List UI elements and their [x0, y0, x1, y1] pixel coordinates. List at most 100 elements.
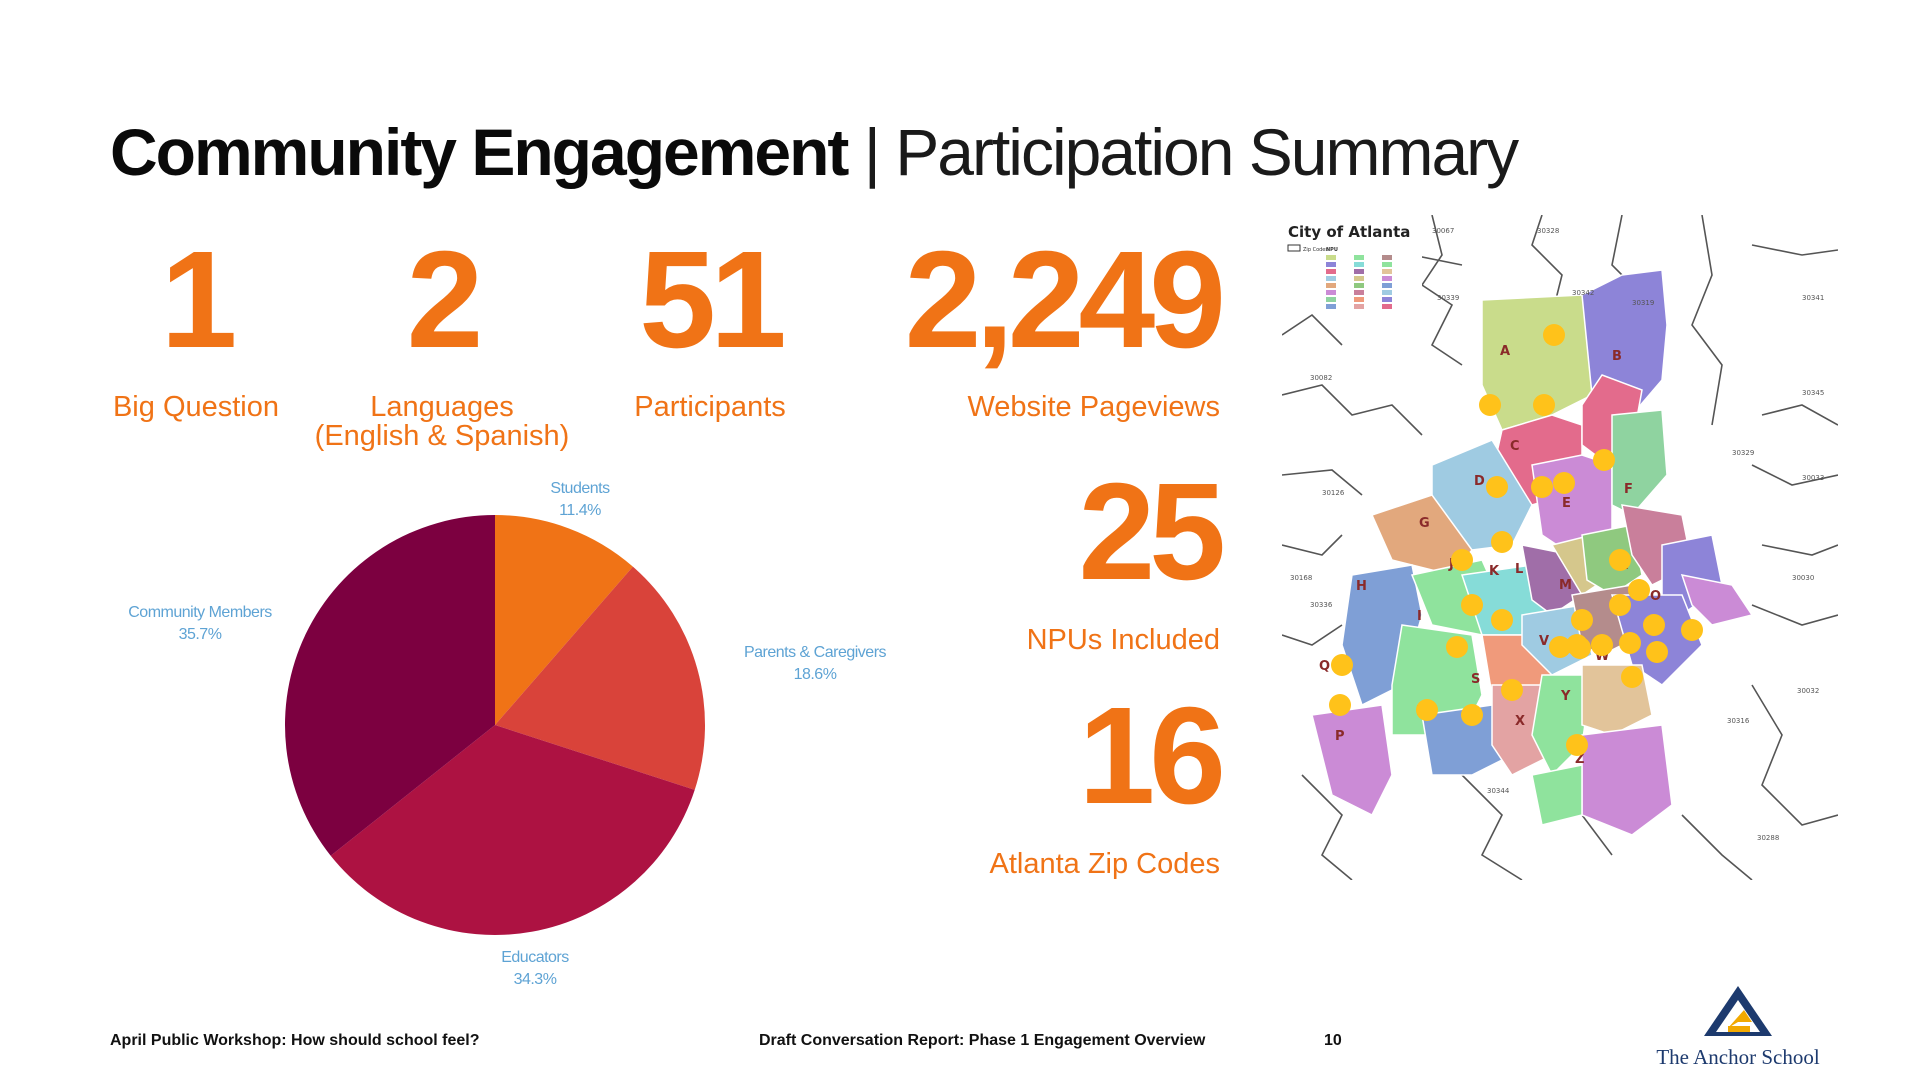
legend-swatch — [1354, 276, 1364, 281]
zip-label: 30319 — [1632, 299, 1654, 307]
zip-label: 30344 — [1487, 787, 1510, 795]
npu-letter-e: E — [1562, 496, 1571, 511]
npu-letter-h: H — [1356, 579, 1367, 594]
legend-swatch — [1326, 297, 1336, 302]
engagement-marker — [1491, 531, 1513, 553]
npu-letter-k: K — [1489, 564, 1500, 579]
participant-pie-chart — [284, 515, 705, 935]
engagement-marker — [1479, 394, 1501, 416]
zip-label: 30341 — [1802, 294, 1824, 302]
npu-letter-v: V — [1539, 634, 1549, 649]
engagement-marker — [1566, 634, 1588, 656]
anchor-school-logo: The Anchor School — [1648, 982, 1828, 1072]
stat-label-languages: Languages — [370, 391, 514, 423]
engagement-marker — [1446, 636, 1468, 658]
logo-gold-bar — [1728, 1026, 1750, 1032]
stat-label-pageviews: Website Pageviews — [967, 391, 1220, 423]
legend-swatch — [1326, 276, 1336, 281]
pie-slice-students — [495, 515, 633, 725]
legend-swatch — [1354, 304, 1364, 309]
engagement-marker — [1549, 636, 1571, 658]
engagement-marker — [1566, 734, 1588, 756]
legend-swatch — [1326, 283, 1336, 288]
pie-slice-community-members — [284, 515, 495, 856]
atlanta-npu-map: A B C D E F G H I J K L M N O P Q R S T … — [1282, 215, 1838, 880]
title-bold: Community Engagement — [110, 115, 849, 189]
pie-label-educators: Educators 34.3% — [455, 947, 615, 991]
stat-label-big-question: Big Question — [112, 391, 280, 423]
legend-swatch — [1382, 297, 1392, 302]
map-svg: A B C D E F G H I J K L M N O P Q R S T … — [1282, 215, 1838, 880]
engagement-marker — [1533, 394, 1555, 416]
engagement-marker — [1491, 609, 1513, 631]
npu-letter-d: D — [1474, 474, 1485, 489]
engagement-marker — [1531, 476, 1553, 498]
stat-value-npus: 25 — [1078, 455, 1227, 609]
pie-label-community: Community Members 35.7% — [100, 602, 300, 646]
npu-letter-q: Q — [1319, 659, 1330, 674]
legend-swatch — [1354, 283, 1364, 288]
engagement-marker — [1591, 634, 1613, 656]
engagement-marker — [1461, 704, 1483, 726]
legend-swatch — [1382, 304, 1392, 309]
stat-value-languages: 2 — [406, 223, 484, 377]
legend-swatch — [1326, 304, 1336, 309]
engagement-marker — [1681, 619, 1703, 641]
legend-swatch — [1326, 290, 1336, 295]
npu-letter-s: S — [1471, 672, 1480, 687]
legend-swatch — [1354, 290, 1364, 295]
legend-npu-label: NPU — [1326, 247, 1338, 253]
npu-letter-x: X — [1515, 714, 1525, 729]
legend-swatch — [1354, 262, 1364, 267]
logo-wordmark: The Anchor School — [1656, 1045, 1820, 1069]
zip-label: 30126 — [1322, 489, 1345, 497]
pie-label-students-name: Students — [550, 480, 610, 497]
logo-triangle-inner — [1716, 1000, 1760, 1032]
map-legend-bg — [1282, 215, 1422, 307]
anchor-logo-mark — [1704, 986, 1772, 1036]
zip-label: 30342 — [1572, 289, 1594, 297]
legend-swatch — [1382, 283, 1392, 288]
footer-report-title: Draft Conversation Report: Phase 1 Engag… — [759, 1032, 1206, 1049]
legend-swatch — [1382, 255, 1392, 260]
legend-swatch — [1382, 269, 1392, 274]
zip-label: 30033 — [1802, 474, 1824, 482]
stat-label-participants: Participants — [634, 391, 786, 423]
legend-swatch — [1382, 262, 1392, 267]
legend-swatch — [1382, 290, 1392, 295]
legend-swatch — [1326, 269, 1336, 274]
pie-label-parents-value: 18.6% — [793, 666, 837, 683]
pie-label-educators-name: Educators — [501, 949, 569, 966]
engagement-marker — [1416, 699, 1438, 721]
engagement-marker — [1571, 609, 1593, 631]
npu-letter-a: A — [1500, 344, 1510, 359]
zip-label: 30030 — [1792, 574, 1814, 582]
zip-label: 30168 — [1290, 574, 1312, 582]
pie-label-students: Students 11.4% — [500, 478, 660, 522]
pie-label-parents-name: Parents & Caregivers — [743, 644, 887, 661]
npu-letter-z: Z — [1575, 752, 1584, 767]
legend-zip-label: Zip Codes — [1303, 247, 1328, 253]
stat-value-pageviews: 2,249 — [904, 223, 1226, 377]
npu-letter-p: P — [1335, 729, 1345, 744]
legend-swatch — [1354, 297, 1364, 302]
engagement-marker — [1646, 641, 1668, 663]
zip-label: 30329 — [1732, 449, 1754, 457]
zip-label: 30336 — [1310, 601, 1333, 609]
pie-label-students-value: 11.4% — [559, 502, 601, 519]
legend-swatches — [1326, 255, 1392, 309]
npu-letter-o: O — [1650, 589, 1661, 604]
page-title: Community Engagement | Participation Sum… — [110, 112, 1519, 192]
title-light: | Participation Summary — [863, 115, 1519, 189]
npu-letter-l: L — [1515, 562, 1523, 577]
engagement-markers — [1329, 324, 1703, 756]
engagement-marker — [1609, 594, 1631, 616]
zip-labels: 30067 30328 30339 30342 30319 30341 3008… — [1290, 227, 1824, 842]
zip-label: 30082 — [1310, 374, 1332, 382]
engagement-marker — [1461, 594, 1483, 616]
engagement-marker — [1501, 679, 1523, 701]
zip-label: 30339 — [1437, 294, 1459, 302]
zip-label: 30032 — [1797, 687, 1819, 695]
engagement-marker — [1331, 654, 1353, 676]
engagement-marker — [1593, 449, 1615, 471]
